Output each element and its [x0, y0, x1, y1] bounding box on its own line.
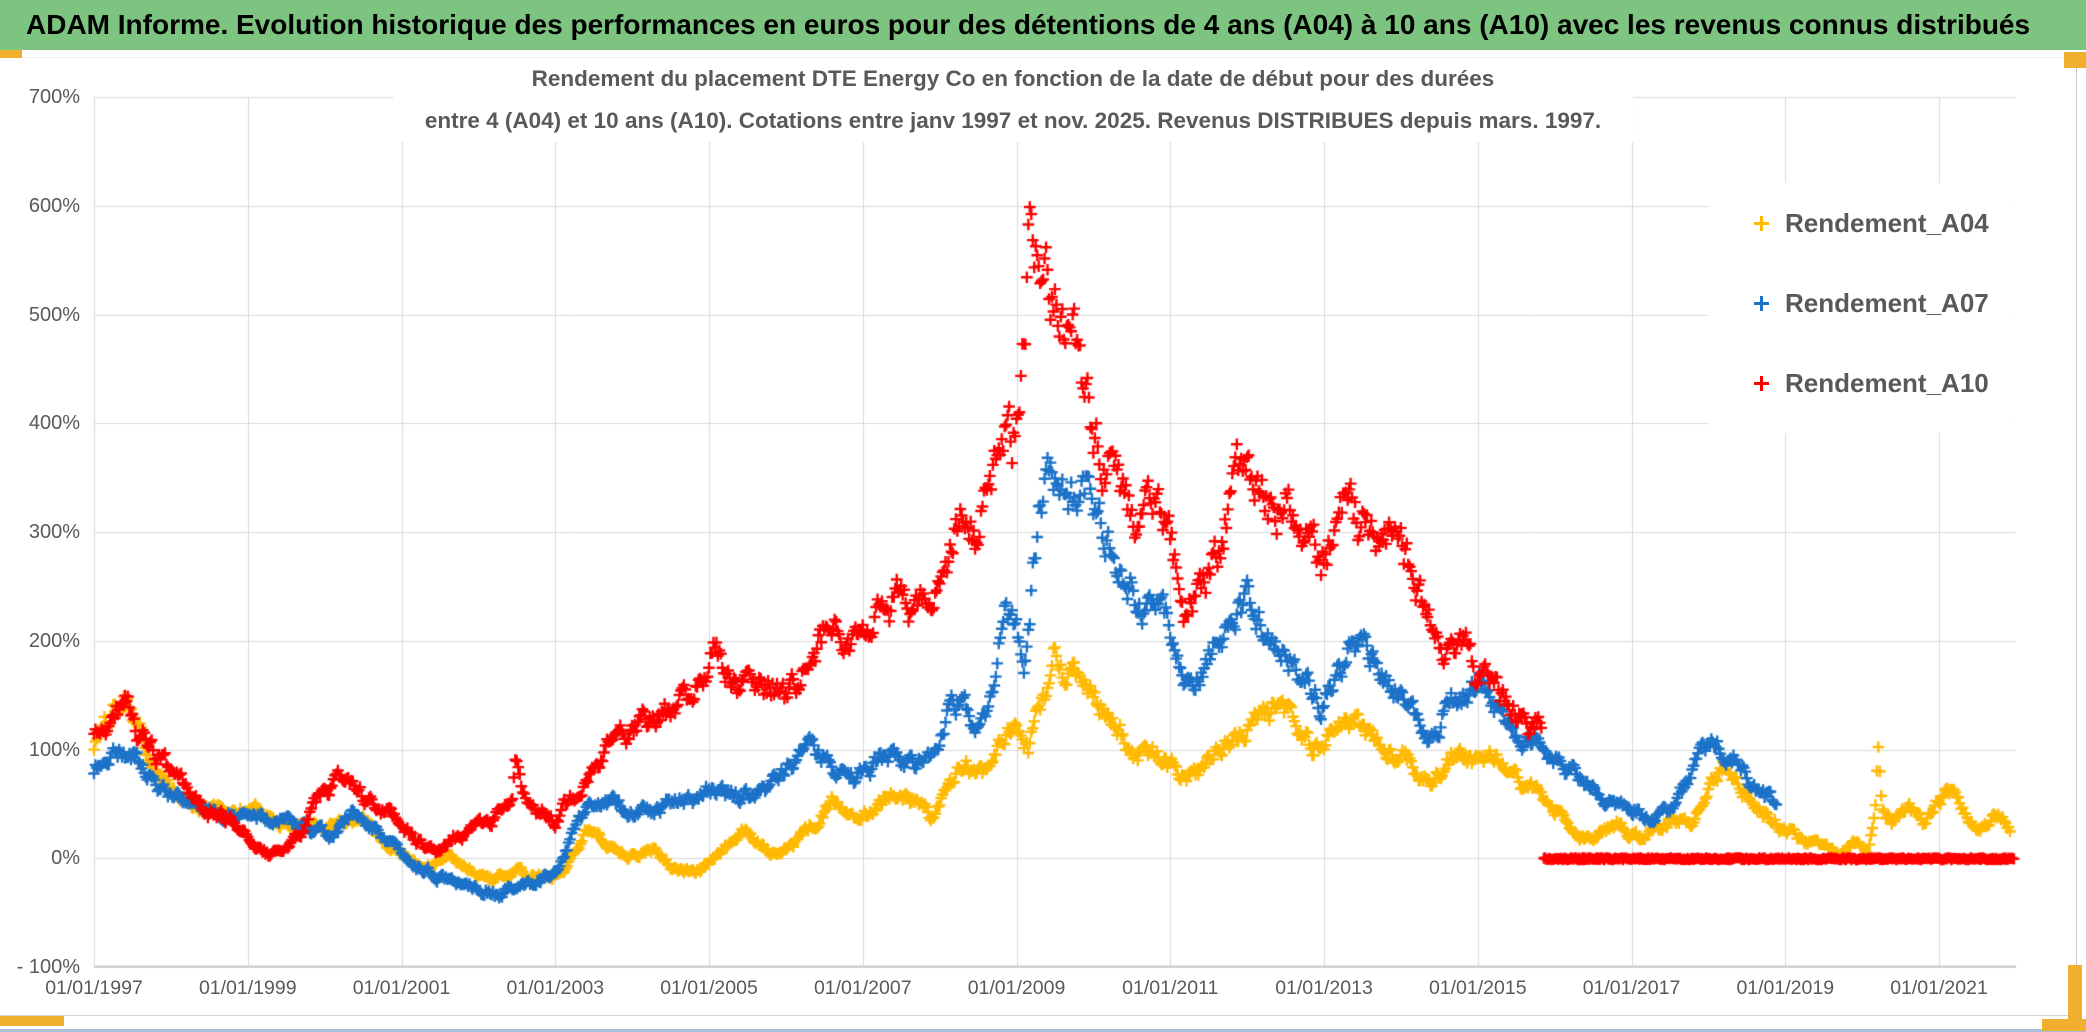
chart-title: Rendement du placement DTE Energy Co en …: [393, 58, 1633, 142]
x-tick-label: 01/01/1997: [45, 977, 143, 999]
gold-accent-top-left: [0, 50, 22, 58]
x-tick-label: 01/01/2021: [1890, 977, 1988, 999]
gold-accent-bottom-left: [0, 1016, 64, 1026]
x-tick-label: 01/01/2005: [660, 977, 758, 999]
x-tick-label: 01/01/2017: [1582, 977, 1681, 999]
y-tick-label: 0%: [51, 847, 80, 870]
plus-marker-icon: [1754, 215, 1769, 231]
y-tick-label: 400%: [28, 412, 80, 435]
y-tick-label: 100%: [28, 738, 80, 761]
x-tick-label: 01/01/2003: [506, 977, 605, 999]
chart-right-edge: [2076, 57, 2077, 1015]
x-tick-label: 01/01/2019: [1736, 977, 1835, 999]
x-tick-label: 01/01/2009: [967, 977, 1066, 999]
x-tick-label: 01/01/1999: [198, 977, 297, 999]
gold-accent-bottom-right: [2042, 1019, 2086, 1031]
legend-label-a04: Rendement_A04: [1785, 207, 1989, 238]
y-tick-label: 200%: [28, 629, 80, 652]
plus-marker-icon: [1754, 375, 1769, 391]
y-tick-label: 600%: [28, 194, 80, 217]
x-tick-label: 01/01/2001: [352, 977, 451, 999]
plus-marker-icon: [1754, 295, 1769, 311]
gold-accent-top-right: [2064, 52, 2086, 68]
legend-item-a04[interactable]: Rendement_A04: [1708, 183, 2015, 263]
y-tick-label: - 100%: [16, 956, 80, 978]
x-tick-label: 01/01/2015: [1428, 977, 1527, 999]
window-bottom-edge: [0, 1029, 2086, 1032]
legend-label-a07: Rendement_A07: [1785, 287, 1989, 318]
chart-bottom-edge: [0, 1015, 2077, 1016]
legend-item-a10[interactable]: Rendement_A10: [1708, 343, 2015, 423]
x-tick-label: 01/01/2011: [1122, 977, 1219, 999]
chart-title-line2: entre 4 (A04) et 10 ans (A10). Cotations…: [424, 108, 1602, 133]
gold-accent-bottom-right: [2068, 965, 2082, 1030]
y-tick-label: 300%: [28, 521, 80, 543]
chart-title-line1: Rendement du placement DTE Energy Co en …: [531, 66, 1495, 91]
legend-item-a07[interactable]: Rendement_A07: [1708, 263, 2015, 343]
y-tick-label: 500%: [28, 303, 80, 326]
y-tick-label: 700%: [28, 86, 80, 108]
x-tick-label: 01/01/2007: [813, 977, 912, 999]
legend: Rendement_A04 Rendement_A07 Rendement_A1…: [1708, 183, 2015, 433]
legend-label-a10: Rendement_A10: [1785, 367, 1989, 398]
x-tick-label: 01/01/2013: [1275, 977, 1373, 999]
